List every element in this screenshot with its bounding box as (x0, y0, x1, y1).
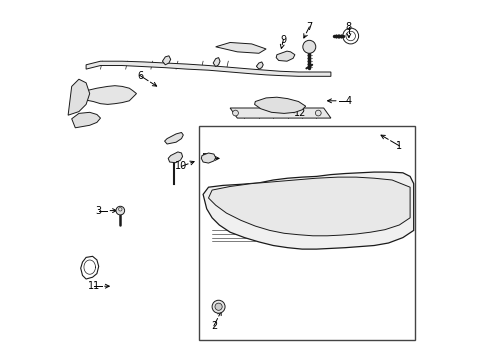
Text: 3: 3 (96, 206, 102, 216)
Polygon shape (276, 51, 294, 61)
Text: 12: 12 (293, 108, 306, 118)
Text: 5: 5 (201, 153, 207, 163)
Text: 6: 6 (137, 71, 143, 81)
Polygon shape (215, 42, 265, 53)
Text: 1: 1 (395, 141, 402, 151)
Text: 7: 7 (305, 22, 312, 32)
Polygon shape (201, 153, 215, 163)
Polygon shape (256, 62, 263, 69)
Polygon shape (86, 61, 330, 76)
Circle shape (315, 110, 321, 116)
Bar (199, 126, 415, 340)
Polygon shape (68, 79, 89, 115)
Text: 8: 8 (345, 22, 351, 32)
Circle shape (302, 40, 315, 53)
Polygon shape (254, 97, 305, 113)
Text: 9: 9 (280, 35, 286, 45)
Circle shape (232, 110, 238, 116)
Text: 2: 2 (210, 321, 217, 331)
Polygon shape (72, 86, 136, 104)
Polygon shape (162, 56, 170, 65)
Circle shape (212, 300, 224, 313)
Polygon shape (213, 58, 220, 67)
Polygon shape (230, 108, 330, 118)
Text: 4: 4 (345, 96, 351, 106)
Polygon shape (168, 152, 182, 163)
Circle shape (215, 303, 222, 310)
Circle shape (116, 206, 124, 215)
Polygon shape (164, 132, 183, 144)
Polygon shape (72, 112, 101, 128)
Polygon shape (203, 172, 413, 249)
Text: 11: 11 (88, 281, 101, 291)
Text: 10: 10 (175, 161, 187, 171)
Polygon shape (208, 177, 409, 236)
